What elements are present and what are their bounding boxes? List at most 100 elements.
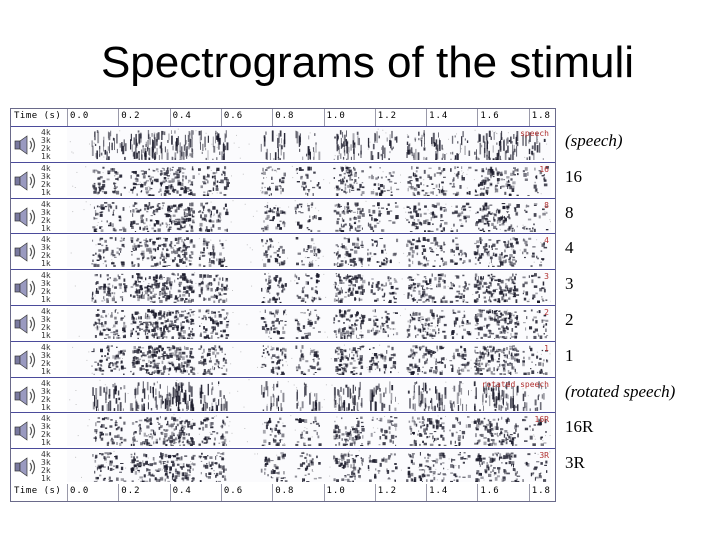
speaker-icon[interactable] <box>13 348 39 372</box>
frequency-tick-label: 2k <box>41 358 51 368</box>
time-axis-top-tick-mark <box>477 109 479 126</box>
spectrogram-image <box>67 235 551 268</box>
speaker-icon[interactable] <box>13 276 39 300</box>
frequency-tick-label: 3k <box>41 458 51 468</box>
time-axis-top-tick-mark <box>169 109 171 126</box>
frequency-tick-label: 3k <box>41 279 51 289</box>
speaker-icon[interactable] <box>13 384 39 408</box>
frequency-tick-label: 4k <box>41 378 51 388</box>
time-axis-top-label: Time (s) <box>14 111 62 121</box>
spectrogram-image <box>67 378 551 411</box>
time-axis-bottom-tick-label: 1.4 <box>429 486 449 496</box>
spectrogram-image <box>67 271 551 304</box>
row-label: 16 <box>539 164 549 174</box>
frequency-tick-label: 3k <box>41 422 51 432</box>
frequency-ticks: 4k 3k 2k 1k <box>41 200 51 233</box>
frequency-tick-label: 4k <box>41 307 51 316</box>
condition-label: 3 <box>565 274 574 294</box>
spectrogram-image <box>67 450 551 483</box>
time-axis-top-tick-label: 1.4 <box>429 111 449 121</box>
time-axis-bottom-tick-label: 0.2 <box>121 486 141 496</box>
frequency-tick-label: 4k <box>41 128 51 137</box>
condition-label: 16 <box>565 166 582 186</box>
time-axis-top-tick-label: 1.6 <box>480 111 500 121</box>
frequency-tick-label: 2k <box>41 323 51 332</box>
frequency-tick-label: 1k <box>41 187 51 197</box>
frequency-tick-label: 2k <box>41 251 51 261</box>
frequency-tick-label: 3k <box>41 207 51 217</box>
frequency-tick-label: 2k <box>41 394 51 404</box>
time-axis-top-tick-mark <box>220 109 222 126</box>
row-label: speech <box>520 129 549 138</box>
condition-label: (rotated speech) <box>565 381 676 401</box>
time-axis-bottom-tick-label: 0.4 <box>172 486 192 496</box>
frequency-tick-label: 4k <box>41 414 51 424</box>
frequency-tick-label: 1k <box>41 474 51 484</box>
spectrogram-panel: Time (s) 0.0 0.2 0.4 0.6 0.8 1.0 1.2 1.4 1.6 1.8 4… <box>10 108 556 502</box>
frequency-tick-label: 1k <box>41 152 51 161</box>
frequency-tick-label: 1k <box>41 438 51 448</box>
spectrogram-row: 4k 3k 2k 1k 8 <box>11 197 555 233</box>
time-axis-top-tick-label: 0.6 <box>223 111 244 121</box>
condition-label: 3R <box>565 453 585 473</box>
condition-label: 1 <box>565 345 574 365</box>
frequency-tick-label: 4k <box>41 163 51 173</box>
time-axis-bottom-tick-mark <box>528 484 530 501</box>
speaker-icon[interactable] <box>13 419 39 443</box>
frequency-tick-label: 2k <box>41 144 51 153</box>
time-axis-top-tick-label: 1.2 <box>377 111 398 121</box>
time-axis-top-tick-mark <box>323 109 325 126</box>
spectrogram-image <box>67 199 551 232</box>
time-axis-bottom-tick-mark <box>220 484 222 501</box>
condition-label: 4 <box>565 238 574 258</box>
spectrogram-row: 4k 3k 2k 1k 3R <box>11 448 555 483</box>
speaker-icon[interactable] <box>13 455 39 479</box>
frequency-tick-label: 4k <box>41 342 51 352</box>
condition-label: 2 <box>565 310 574 329</box>
time-axis-bottom-tick-mark <box>118 484 120 501</box>
time-axis-top-tick-mark <box>374 109 376 126</box>
frequency-ticks: 4k 3k 2k 1k <box>41 415 51 447</box>
speaker-icon[interactable] <box>13 205 39 229</box>
time-axis-top-tick-label: 0.0 <box>70 111 90 121</box>
time-axis-bottom-tick-label: 1.6 <box>480 486 500 496</box>
row-label: 4 <box>544 236 549 246</box>
time-axis-bottom-tick-label: 0.0 <box>70 486 90 496</box>
time-axis-bottom-tick-mark <box>426 484 428 501</box>
frequency-tick-label: 4k <box>41 450 51 460</box>
frequency-tick-label: 2k <box>41 466 51 476</box>
frequency-ticks: 4k 3k 2k 1k <box>41 236 51 268</box>
condition-label: 16R <box>565 417 594 437</box>
time-axis-bottom-tick-label: 0.6 <box>223 486 244 496</box>
spectrogram-image <box>67 128 551 160</box>
speaker-icon[interactable] <box>13 169 39 193</box>
time-axis-top-tick-mark <box>272 109 274 126</box>
row-label: rotated speech <box>481 379 549 389</box>
frequency-tick-label: 4k <box>41 271 51 281</box>
row-label: 1 <box>544 343 549 353</box>
spectrogram-image <box>67 307 551 339</box>
time-axis-bottom-tick-mark <box>67 484 68 501</box>
spectrogram-image <box>67 163 551 196</box>
time-axis-bottom: Time (s) 0.0 0.2 0.4 0.6 0.8 1.0 1.2 1.4 1.6 1.8 <box>11 484 555 501</box>
frequency-tick-label: 3k <box>41 350 51 360</box>
time-axis-bottom-label: Time (s) <box>14 486 62 496</box>
speaker-icon[interactable] <box>13 133 39 157</box>
frequency-tick-label: 2k <box>41 179 51 189</box>
speaker-icon[interactable] <box>13 312 39 336</box>
frequency-ticks: 4k 3k 2k 1k <box>41 308 51 340</box>
speaker-icon[interactable] <box>13 240 39 264</box>
frequency-tick-label: 1k <box>41 366 51 376</box>
time-axis-top-tick-label: 0.2 <box>121 111 141 121</box>
frequency-tick-label: 4k <box>41 235 51 245</box>
condition-label: (speech) <box>565 131 623 150</box>
frequency-ticks: 4k 3k 2k 1k <box>41 378 51 412</box>
time-axis-bottom-tick-mark <box>477 484 479 501</box>
spectrogram-image <box>67 414 551 447</box>
time-axis-bottom-tick-label: 1.8 <box>531 486 551 496</box>
spectrogram-row: 4k 3k 2k 1k rotated speech <box>11 376 555 412</box>
time-axis-top-tick-mark <box>118 109 120 126</box>
time-axis-top: Time (s) 0.0 0.2 0.4 0.6 0.8 1.0 1.2 1.4 1.6 1.8 <box>11 109 555 126</box>
frequency-ticks: 4k 3k 2k 1k <box>41 129 51 161</box>
time-axis-bottom-tick-mark <box>323 484 325 501</box>
